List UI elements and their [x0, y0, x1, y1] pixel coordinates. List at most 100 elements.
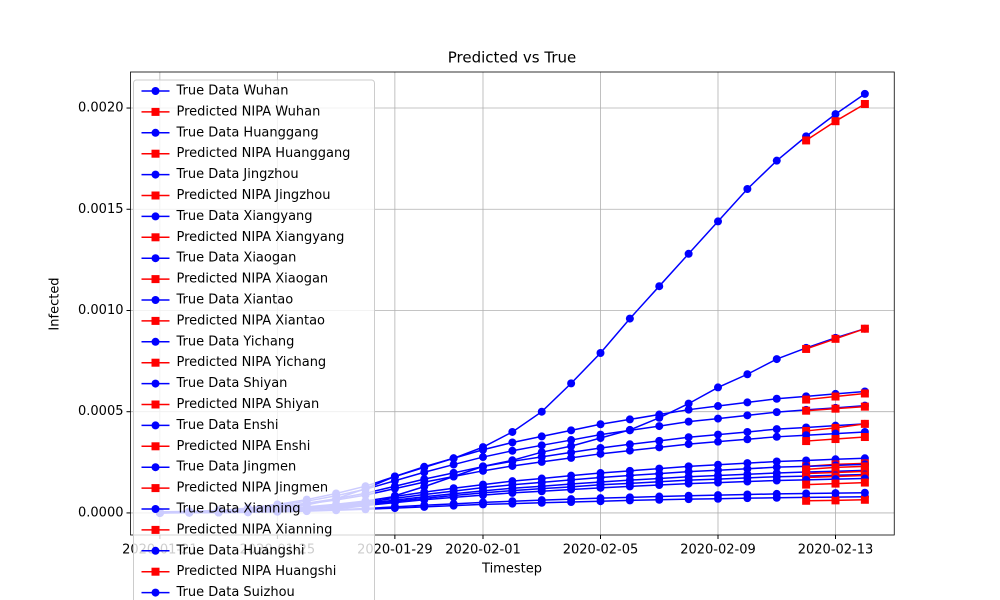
square-marker	[860, 478, 869, 487]
circle-marker	[714, 430, 722, 439]
legend-label: True Data Suizhou	[176, 585, 295, 600]
circle-marker	[567, 453, 576, 462]
circle-marker	[151, 296, 160, 304]
y-tick-label: 0.0005	[78, 404, 124, 419]
y-tick-label: 0.0020	[78, 101, 124, 116]
circle-marker	[743, 398, 752, 407]
circle-marker	[684, 433, 693, 442]
circle-marker	[151, 379, 160, 388]
circle-marker	[508, 461, 517, 470]
square-marker	[831, 392, 840, 401]
legend-label: True Data Xiantao	[176, 293, 294, 308]
circle-marker	[743, 370, 752, 379]
circle-marker	[537, 496, 546, 505]
circle-marker	[596, 483, 605, 492]
legend-label: Predicted NIPA Yichang	[177, 355, 327, 370]
circle-marker	[479, 453, 487, 462]
circle-marker	[714, 478, 722, 487]
circle-marker	[151, 170, 160, 179]
circle-marker	[802, 489, 811, 498]
circle-marker	[151, 505, 160, 513]
plot-frame	[130, 71, 895, 536]
legend-label: Predicted NIPA Xiangyang	[177, 230, 345, 245]
legend-label: True Data Wuhan	[176, 84, 289, 99]
circle-marker	[537, 441, 546, 450]
circle-marker	[537, 478, 546, 487]
legend-label: True Data Huangshi	[176, 543, 305, 558]
square-marker	[860, 402, 869, 411]
y-axis-label: Infected	[48, 277, 63, 330]
circle-marker	[772, 457, 781, 466]
circle-marker	[479, 498, 487, 507]
circle-marker	[655, 469, 664, 478]
circle-marker	[567, 485, 576, 494]
legend-label: True Data Yichang	[176, 334, 295, 349]
circle-marker	[479, 445, 487, 454]
circle-marker	[537, 487, 546, 496]
legend-label: Predicted NIPA Xiantao	[177, 313, 326, 328]
square-marker	[151, 567, 160, 576]
circle-marker	[508, 480, 517, 489]
square-marker	[831, 479, 840, 488]
legend-label: True Data Jingzhou	[176, 167, 299, 182]
circle-marker	[449, 499, 458, 508]
circle-marker	[655, 282, 664, 291]
circle-marker	[596, 443, 605, 452]
circle-marker	[449, 487, 458, 496]
circle-marker	[625, 493, 634, 502]
circle-marker	[151, 212, 160, 221]
legend-label: True Data Huanggang	[176, 125, 319, 140]
circle-marker	[655, 436, 664, 445]
y-tick-label: 0.0015	[78, 202, 124, 217]
square-marker	[860, 419, 869, 428]
circle-marker	[684, 405, 693, 414]
circle-marker	[567, 448, 576, 457]
circle-marker	[567, 475, 576, 484]
x-tick-label: 2020-02-05	[563, 543, 639, 558]
circle-marker	[655, 480, 664, 489]
square-marker	[151, 149, 160, 158]
circle-marker	[420, 468, 429, 477]
legend-label: True Data Enshi	[176, 418, 279, 433]
legend-label: Predicted NIPA Huanggang	[177, 146, 351, 161]
square-marker	[831, 404, 840, 413]
square-marker	[151, 358, 160, 367]
x-axis-label: Timestep	[481, 562, 542, 577]
circle-marker	[684, 440, 693, 449]
square-marker	[860, 495, 869, 504]
x-tick-label: 2020-02-01	[445, 543, 521, 558]
legend-label: True Data Xiangyang	[176, 209, 313, 224]
circle-marker	[625, 314, 634, 323]
circle-marker	[772, 425, 781, 434]
circle-marker	[684, 399, 693, 408]
circle-marker	[714, 437, 722, 446]
circle-marker	[625, 471, 634, 480]
square-marker	[860, 324, 869, 333]
x-tick-label: 2020-02-09	[680, 543, 756, 558]
circle-marker	[390, 502, 399, 511]
legend-label: Predicted NIPA Jingzhou	[177, 188, 331, 203]
square-marker	[860, 433, 869, 442]
circle-marker	[831, 110, 840, 119]
circle-marker	[655, 443, 664, 452]
square-marker	[831, 463, 840, 472]
y-tick-label: 0.0000	[78, 505, 124, 520]
circle-marker	[420, 478, 429, 487]
legend-label: True Data Jingmen	[176, 460, 297, 475]
square-marker	[831, 435, 840, 444]
circle-marker	[772, 408, 781, 417]
circle-marker	[714, 402, 722, 411]
circle-marker	[449, 472, 458, 481]
legend-label: Predicted NIPA Shiyan	[177, 397, 320, 412]
circle-marker	[151, 421, 160, 430]
plot-area	[155, 89, 869, 517]
circle-marker	[743, 435, 752, 444]
circle-marker	[420, 501, 429, 510]
square-marker	[802, 437, 811, 446]
circle-marker	[151, 254, 160, 263]
y-tick-label: 0.0010	[78, 303, 124, 318]
circle-marker	[449, 493, 458, 502]
circle-marker	[508, 497, 517, 506]
circle-marker	[743, 411, 752, 420]
